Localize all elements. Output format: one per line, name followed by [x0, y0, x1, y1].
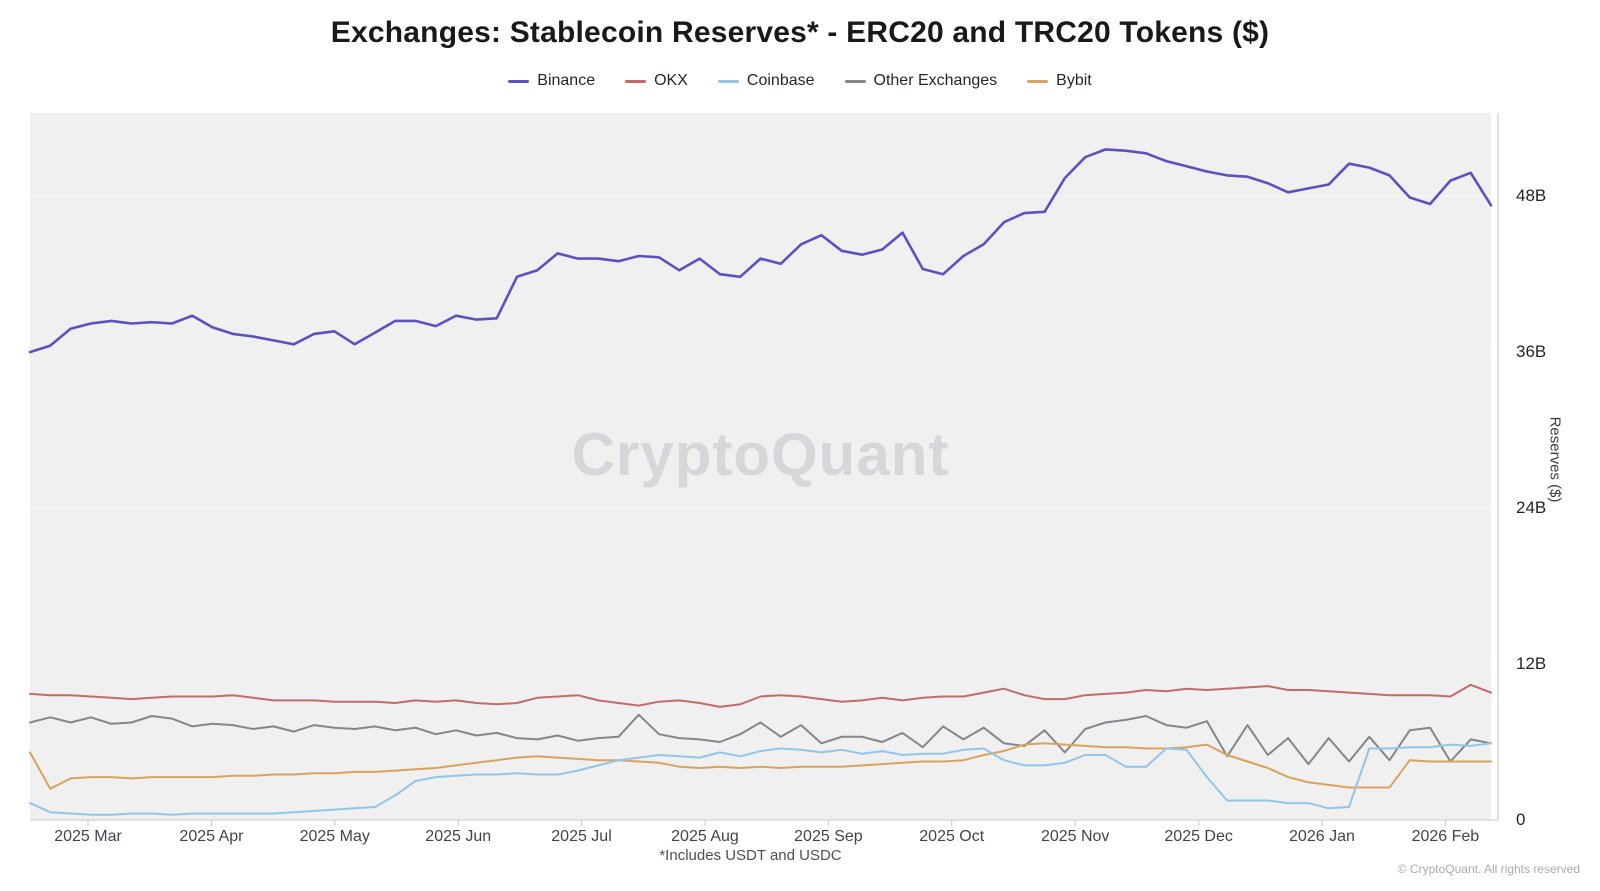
series-line-coinbase: [29, 742, 1492, 816]
plot-background: [30, 113, 1491, 820]
series-line-bybit: [29, 742, 1492, 790]
legend-label: Coinbase: [746, 72, 815, 89]
legend-label: Bybit: [1056, 72, 1092, 89]
x-tick-label-2025-may: 2025 May: [299, 828, 370, 845]
legend-swatch-other-exchanges: [844, 79, 866, 83]
legend-item-other-exchanges[interactable]: Other Exchanges: [844, 72, 998, 90]
legend-label: Other Exchanges: [873, 72, 998, 89]
legend-swatch-coinbase: [717, 79, 739, 83]
legend-swatch-bybit: [1027, 79, 1049, 83]
series-line-other-exchanges: [29, 713, 1492, 766]
legend-item-coinbase[interactable]: Coinbase: [717, 72, 815, 90]
x-tick-label-2025-sep: 2025 Sep: [794, 828, 863, 845]
series-line-binance: [28, 148, 1493, 354]
y-tick-label-48B: 48B: [1516, 186, 1547, 206]
y-tick-label-0: 0: [1516, 810, 1526, 829]
legend-swatch-binance: [508, 79, 530, 83]
legend-item-binance[interactable]: Binance: [508, 72, 595, 90]
x-tick-label-2025-mar: 2025 Mar: [54, 828, 122, 845]
y-tick-label-12B: 12B: [1516, 654, 1547, 674]
x-tick-label-2025-aug: 2025 Aug: [671, 828, 739, 845]
x-tick-label-2025-jul: 2025 Jul: [551, 828, 612, 845]
x-tick-label-2026-feb: 2026 Feb: [1411, 828, 1480, 845]
x-tick-label-2025-nov: 2025 Nov: [1040, 828, 1110, 845]
legend-item-okx[interactable]: OKX: [625, 72, 688, 90]
legend-item-bybit[interactable]: Bybit: [1027, 72, 1092, 90]
x-tick-label-2025-dec: 2025 Dec: [1164, 828, 1233, 845]
chart-legend: Binance OKX Coinbase Other Exchanges Bybit: [0, 70, 1600, 92]
y-tick-label-36B: 36B: [1516, 342, 1547, 362]
x-tick-label-2026-jan: 2026 Jan: [1289, 828, 1355, 845]
chart-title: Exchanges: Stablecoin Reserves* - ERC20 …: [330, 16, 1270, 49]
chart-footnote: *Includes USDT and USDC: [659, 847, 842, 864]
legend-swatch-okx: [625, 79, 647, 83]
legend-label: OKX: [654, 72, 688, 89]
y-tick-label-24B: 24B: [1516, 498, 1547, 518]
copyright-notice: © CryptoQuant. All rights reserved: [1397, 862, 1580, 876]
x-tick-label-2025-jun: 2025 Jun: [425, 828, 492, 845]
x-tick-label-2025-oct: 2025 Oct: [919, 828, 985, 845]
y-axis-title: Reserves ($): [1546, 416, 1564, 503]
series-line-okx: [29, 683, 1492, 708]
legend-label: Binance: [537, 72, 596, 89]
x-tick-label-2025-apr: 2025 Apr: [179, 828, 244, 845]
